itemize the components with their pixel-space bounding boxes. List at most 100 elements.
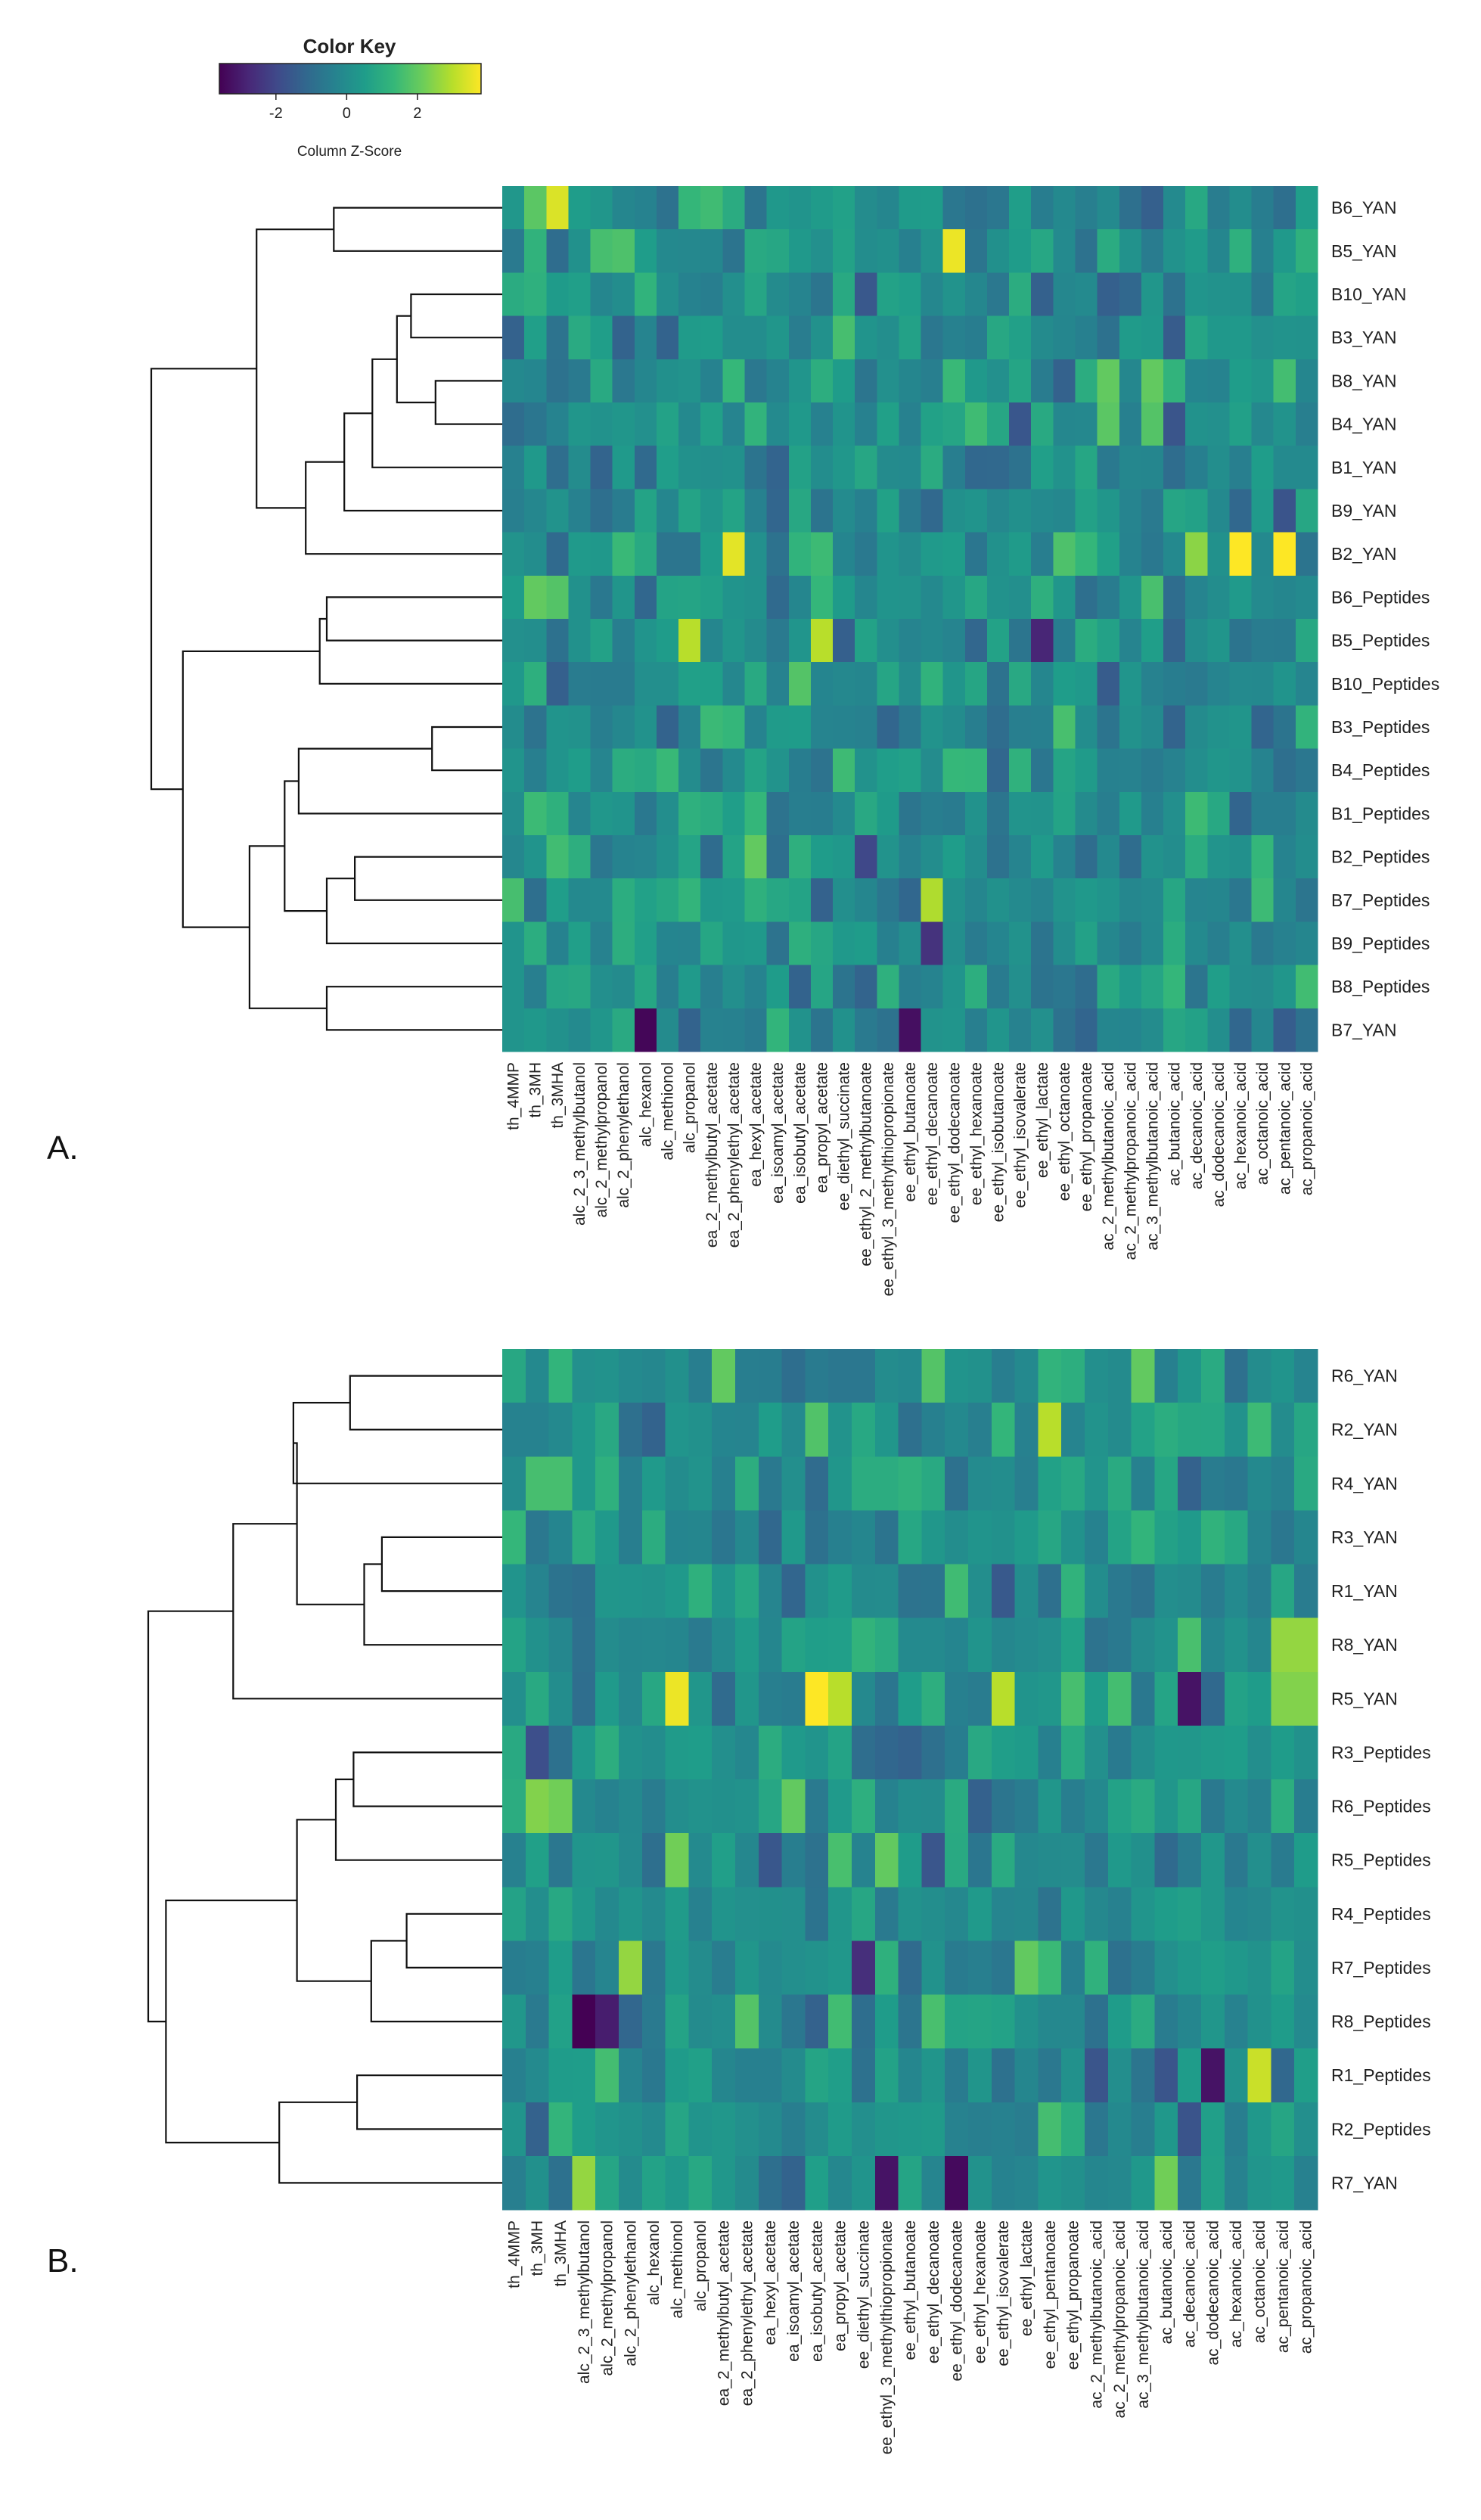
heatmap-cell	[1107, 1617, 1132, 1673]
heatmap-cell	[1178, 1671, 1202, 1726]
heatmap-cell	[612, 186, 635, 230]
heatmap-cell	[1251, 662, 1275, 706]
heatmap-cell	[1229, 835, 1253, 879]
column-label: th_3MHA	[552, 2220, 570, 2287]
heatmap-cell	[833, 619, 855, 663]
heatmap-cell	[1247, 1617, 1271, 1673]
heatmap-cell	[1061, 1403, 1085, 1457]
heatmap-cell	[712, 1510, 736, 1565]
panel-label-a: A.	[47, 1129, 79, 1167]
heatmap-cell	[810, 662, 834, 706]
heatmap-cell	[700, 921, 723, 966]
heatmap-cell	[678, 921, 701, 966]
heatmap-cell	[1207, 186, 1231, 230]
heatmap-cell	[991, 1456, 1016, 1511]
heatmap-cell	[595, 1564, 619, 1619]
heatmap-cell	[1163, 315, 1186, 360]
column-label: ee_ethyl_octanoate	[1056, 1062, 1073, 1201]
heatmap-cell	[665, 2155, 689, 2211]
column-label: ac_butanoic_acid	[1166, 1062, 1184, 1185]
heatmap-cell	[524, 489, 547, 533]
column-label: ac_decanoic_acid	[1181, 2220, 1199, 2348]
heatmap-cell	[1295, 748, 1318, 793]
dendrogram-branch	[325, 878, 502, 945]
heatmap-cell	[722, 272, 746, 317]
heatmap-cell	[1119, 359, 1142, 403]
column-label: ee_ethyl_3_methylthiopropionate	[878, 2220, 896, 2454]
dendrogram-branch	[284, 780, 327, 912]
heatmap-cell	[877, 532, 900, 576]
heatmap-cell	[722, 921, 746, 966]
heatmap-cell	[678, 446, 701, 489]
heatmap-cell	[968, 1833, 992, 1888]
heatmap-cell	[590, 662, 613, 706]
heatmap-cell	[641, 1349, 666, 1403]
heatmap-cell	[1271, 1564, 1295, 1619]
heatmap-cell	[502, 1833, 526, 1888]
row-label: B10_YAN	[1331, 284, 1406, 304]
heatmap-cell	[877, 575, 900, 620]
heatmap-cell	[525, 1617, 550, 1673]
heatmap-cell	[1201, 1510, 1225, 1565]
heatmap-cell	[964, 748, 988, 793]
heatmap-cell	[546, 965, 570, 1009]
heatmap-cell	[548, 2048, 573, 2103]
column-label: th_3MH	[529, 2220, 546, 2276]
heatmap-cell	[502, 186, 525, 230]
heatmap-cell	[1038, 1833, 1062, 1888]
heatmap-cell	[1053, 532, 1076, 576]
heatmap-cell	[619, 2155, 643, 2211]
heatmap-cell	[1185, 229, 1208, 273]
heatmap-cell	[1097, 1008, 1120, 1052]
heatmap-cell	[758, 1510, 783, 1565]
heatmap-cell	[546, 748, 570, 793]
heatmap-cell	[1075, 315, 1098, 360]
heatmap-cell	[700, 1008, 723, 1052]
heatmap-cell	[781, 1403, 806, 1457]
heatmap-cell	[502, 1510, 526, 1565]
heatmap-cell	[1229, 748, 1253, 793]
column-label: ea_hexyl_acetate	[762, 2220, 779, 2345]
heatmap-cell	[502, 748, 525, 793]
heatmap-cell	[1014, 2155, 1039, 2211]
column-label: ea_isobutyl_acetate	[809, 2220, 826, 2362]
heatmap-cell	[1085, 1510, 1109, 1565]
heatmap-cell	[619, 1833, 643, 1888]
heatmap-cell	[656, 186, 679, 230]
heatmap-cell	[619, 1564, 643, 1619]
color-key-title: Color Key	[303, 35, 396, 57]
heatmap-cell	[810, 186, 834, 230]
heatmap-cell	[590, 315, 613, 360]
column-label: ee_ethyl_propanoate	[1065, 2220, 1082, 2369]
column-label: ee_ethyl_decanoate	[925, 2220, 942, 2363]
heatmap-cell	[855, 705, 877, 750]
heatmap-cell	[595, 2155, 619, 2211]
heatmap-cell	[1154, 1725, 1178, 1780]
heatmap-cell	[722, 748, 746, 793]
column-label: ee_ethyl_butanoate	[902, 1062, 919, 1202]
heatmap-cell	[1247, 2048, 1271, 2103]
heatmap-cell	[1053, 1008, 1076, 1052]
heatmap-cell	[1141, 921, 1164, 966]
heatmap-cell	[1247, 2155, 1271, 2211]
heatmap-cell	[781, 1887, 806, 1941]
heatmap-cell	[1053, 359, 1076, 403]
heatmap-cell	[898, 1833, 922, 1888]
heatmap-cell	[612, 229, 635, 273]
heatmap-cell	[921, 229, 944, 273]
column-label: ac_butanoic_acid	[1158, 2220, 1175, 2344]
heatmap-cell	[1185, 272, 1208, 317]
heatmap-cell	[735, 1564, 759, 1619]
heatmap-cell	[1295, 662, 1318, 706]
heatmap-cell	[1273, 965, 1296, 1009]
heatmap-cell	[678, 402, 701, 446]
heatmap-cell	[942, 229, 966, 273]
heatmap-cell	[1224, 1994, 1249, 2049]
heatmap-cell	[1141, 489, 1164, 533]
heatmap-cell	[1178, 1725, 1202, 1780]
heatmap-cell	[1038, 2048, 1062, 2103]
heatmap-cell	[525, 1779, 550, 1834]
heatmap-cell	[1251, 575, 1275, 620]
heatmap-cell	[634, 532, 657, 576]
dendrogram-branch	[248, 845, 327, 1009]
